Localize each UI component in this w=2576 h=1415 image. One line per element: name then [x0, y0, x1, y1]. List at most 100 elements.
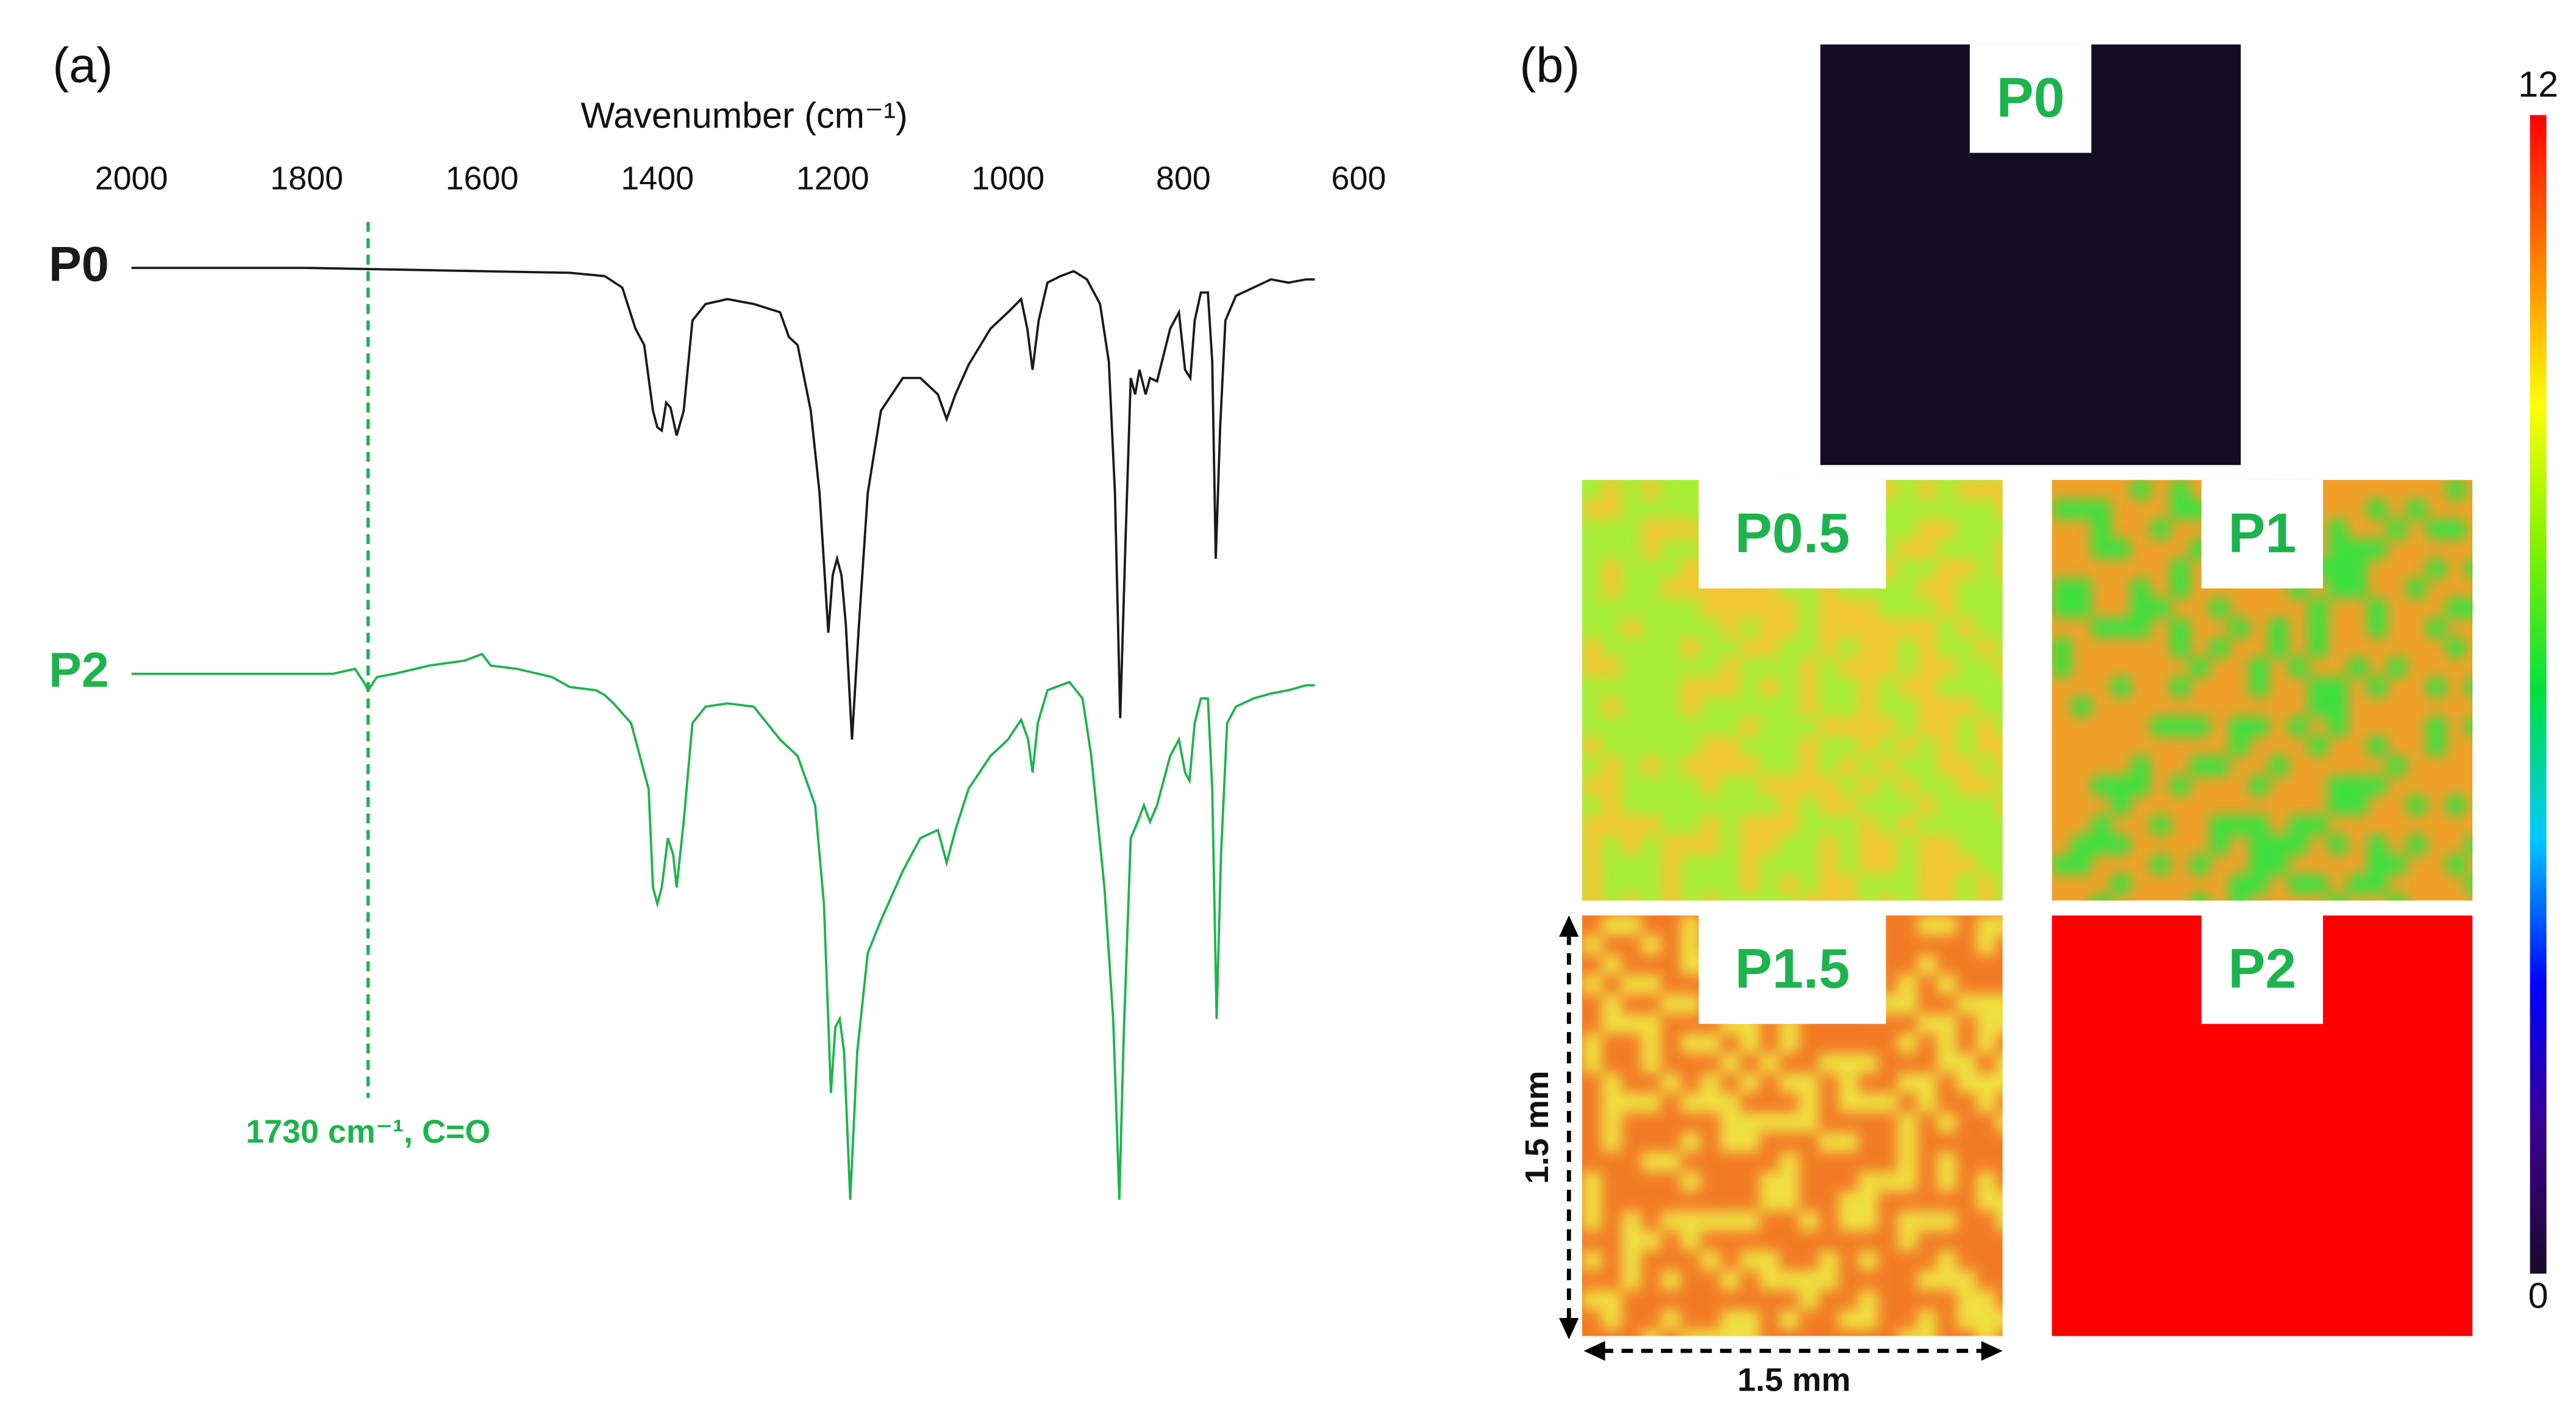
heatmap-cell: [2229, 736, 2249, 756]
heatmap-cell: [1582, 1290, 1602, 1310]
heatmap-cell: [1838, 894, 1858, 901]
heatmap-cell: [2229, 815, 2249, 835]
heatmap-cell: [2052, 854, 2072, 875]
heatmap-cell: [1936, 1112, 1957, 1133]
heatmap-cell: [1720, 657, 1740, 678]
heatmap-cell: [1621, 1231, 1641, 1251]
heatmap-cell: [1602, 657, 1622, 678]
heatmap-cell: [2269, 834, 2289, 855]
heatmap-cell: [1976, 1092, 1996, 1113]
heatmap-cell: [2269, 637, 2289, 657]
heatmap-cell: [2210, 756, 2230, 776]
heatmap-cell: [1739, 756, 1760, 776]
heatmap-cell: [1700, 1092, 1721, 1113]
heatmap-cell: [1759, 775, 1780, 796]
heatmap-cell: [1759, 1191, 1780, 1211]
heatmap-cell: [1680, 637, 1700, 657]
heatmap-cell: [1602, 1014, 1622, 1034]
heatmap-cell: [1779, 598, 1799, 618]
heatmap-cell: [2091, 519, 2111, 539]
heatmap-cell: [1759, 1053, 1780, 1073]
heatmap-cell: [1976, 775, 1996, 796]
heatmap-cell: [1996, 657, 2003, 678]
heatmap-cell: [1897, 1152, 1918, 1172]
arrowhead: [1583, 1341, 1605, 1361]
heatmap-cell: [1818, 1053, 1839, 1073]
heatmap-cell: [2446, 479, 2466, 500]
heatmap-cell: [2210, 598, 2230, 618]
heatmap-cell: [2170, 618, 2190, 638]
heatmap-cell: [1936, 854, 1957, 875]
heatmap-cell: [1858, 716, 1878, 737]
heatmap-cell: [1759, 598, 1780, 618]
heatmap-cell: [1739, 874, 1760, 894]
heatmap-cell: [1877, 637, 1898, 657]
heatmap-cell: [1957, 854, 1977, 875]
heatmap-cell: [2249, 677, 2269, 697]
heatmap-cell: [1602, 994, 1622, 1014]
heatmap-cell: [1779, 1172, 1799, 1192]
heatmap-cell: [1996, 479, 2003, 500]
panel-label: (b): [1519, 38, 1580, 93]
heatmap-cell: [1641, 519, 1661, 539]
heatmap-cell: [1779, 795, 1799, 815]
heatmap-cell: [1602, 559, 1622, 579]
heatmap-cell: [1996, 1112, 2003, 1133]
heatmap-cell: [1602, 1309, 1622, 1330]
arrowhead: [1981, 1341, 2003, 1361]
heatmap-cell: [1818, 834, 1839, 855]
heatmap-cell: [1759, 1172, 1780, 1192]
heatmap-cell: [1582, 1250, 1602, 1270]
heatmap-cell: [1641, 1033, 1661, 1054]
heatmap-cell: [2210, 637, 2230, 657]
heatmap-cell: [2466, 874, 2473, 894]
heatmap-cell: [2288, 815, 2308, 835]
heatmap-cell: [1936, 834, 1957, 855]
heatmap-cell: [1957, 1073, 1977, 1093]
heatmap-cell: [2170, 479, 2190, 500]
heatmap-cell: [1936, 1270, 1957, 1291]
heatmap-cell: [2170, 716, 2190, 737]
heatmap-cell: [1996, 994, 2003, 1014]
heatmap-cell: [2111, 775, 2131, 796]
heatmap-cell: [1680, 1033, 1700, 1054]
heatmap-cell: [1720, 736, 1740, 756]
heatmap-cell: [1996, 795, 2003, 815]
heatmap-cell: [1936, 756, 1957, 776]
heatmap-cell: [1680, 834, 1700, 855]
heatmap-cell: [1582, 894, 1602, 901]
heatmap-cell: [1917, 519, 1937, 539]
heatmap-cell: [1917, 618, 1937, 638]
heatmap-cell: [1680, 1329, 1700, 1336]
heatmap-cell: [1858, 697, 1878, 717]
heatmap-cell: [1957, 618, 1977, 638]
heatmap-cell: [1759, 815, 1780, 835]
spectrum-line: [131, 653, 1315, 1200]
heatmap-cell: [1680, 559, 1700, 579]
heatmap-cell: [1936, 697, 1957, 717]
heatmap-cell: [2367, 874, 2388, 894]
heatmap-cell: [1976, 736, 1996, 756]
heatmap-cell: [2426, 559, 2447, 579]
heatmap-cell: [2347, 559, 2367, 579]
heatmap-cell: [1739, 1033, 1760, 1054]
heatmap-texture: [1582, 915, 2003, 1336]
x-tick-label: 1600: [446, 160, 519, 197]
heatmap-cell: [1877, 618, 1898, 638]
heatmap-cell: [1720, 1132, 1740, 1152]
heatmap-cell: [1858, 598, 1878, 618]
heatmap-cell: [1917, 1309, 1937, 1330]
colorbar: [2530, 115, 2547, 1274]
heatmap-cell: [1661, 894, 1681, 901]
heatmap-cell: [2071, 854, 2092, 875]
heatmap-cell: [2091, 500, 2111, 520]
heatmap-cell: [2347, 795, 2367, 815]
heatmap-cell: [1818, 1250, 1839, 1270]
heatmap-cell: [2091, 618, 2111, 638]
heatmap-cell: [2347, 775, 2367, 796]
heatmap-cell: [1917, 1092, 1937, 1113]
heatmap-cell: [1661, 834, 1681, 855]
heatmap-cell: [2367, 677, 2388, 697]
heatmap-cell: [1877, 894, 1898, 901]
